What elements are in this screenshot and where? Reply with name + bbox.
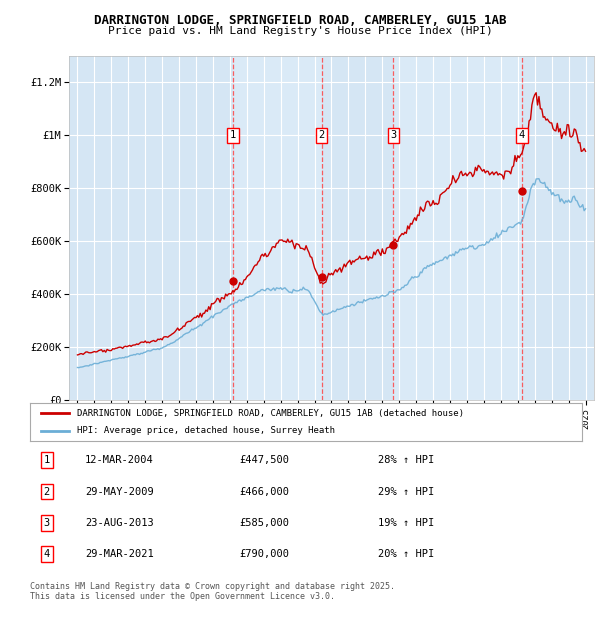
Text: 12-MAR-2004: 12-MAR-2004 (85, 455, 154, 465)
Bar (322, 56, 394, 400)
Text: 29% ↑ HPI: 29% ↑ HPI (378, 487, 434, 497)
Bar (522, 56, 594, 400)
Text: 2: 2 (43, 487, 50, 497)
Text: 1: 1 (43, 455, 50, 465)
Text: 1: 1 (230, 130, 236, 140)
Text: 29-MAR-2021: 29-MAR-2021 (85, 549, 154, 559)
Text: Contains HM Land Registry data © Crown copyright and database right 2025.
This d: Contains HM Land Registry data © Crown c… (30, 582, 395, 601)
Text: Price paid vs. HM Land Registry's House Price Index (HPI): Price paid vs. HM Land Registry's House … (107, 26, 493, 36)
Text: 29-MAY-2009: 29-MAY-2009 (85, 487, 154, 497)
Bar (69, 56, 233, 400)
Text: 28% ↑ HPI: 28% ↑ HPI (378, 455, 434, 465)
Text: £790,000: £790,000 (240, 549, 290, 559)
Text: 3: 3 (390, 130, 397, 140)
Text: 20% ↑ HPI: 20% ↑ HPI (378, 549, 434, 559)
Text: £466,000: £466,000 (240, 487, 290, 497)
Text: DARRINGTON LODGE, SPRINGFIELD ROAD, CAMBERLEY, GU15 1AB (detached house): DARRINGTON LODGE, SPRINGFIELD ROAD, CAMB… (77, 409, 464, 418)
Text: 2: 2 (319, 130, 325, 140)
Text: 19% ↑ HPI: 19% ↑ HPI (378, 518, 434, 528)
Text: £585,000: £585,000 (240, 518, 290, 528)
Text: 3: 3 (43, 518, 50, 528)
Text: £447,500: £447,500 (240, 455, 290, 465)
Text: DARRINGTON LODGE, SPRINGFIELD ROAD, CAMBERLEY, GU15 1AB: DARRINGTON LODGE, SPRINGFIELD ROAD, CAMB… (94, 14, 506, 27)
Text: 4: 4 (519, 130, 525, 140)
Text: HPI: Average price, detached house, Surrey Heath: HPI: Average price, detached house, Surr… (77, 426, 335, 435)
Text: 4: 4 (43, 549, 50, 559)
Text: 23-AUG-2013: 23-AUG-2013 (85, 518, 154, 528)
